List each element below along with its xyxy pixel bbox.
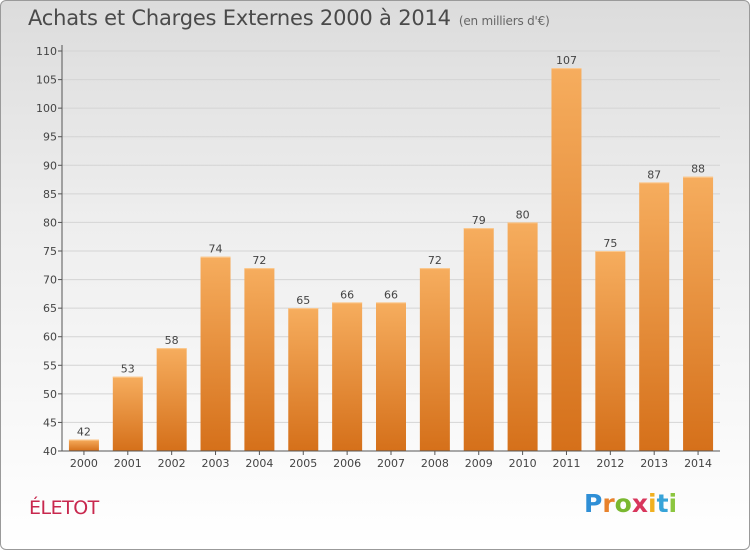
bar-2000: [68, 439, 99, 451]
value-label-2006: 66: [340, 288, 354, 301]
y-tick-label: 55: [43, 359, 57, 372]
bars: 42 53 58 74 72 65 66 66 72 79 80 107 75 87 88: [68, 54, 714, 452]
x-tick-label-2011: 2011: [552, 457, 580, 470]
logo-letter: i: [648, 489, 657, 518]
y-tick-label: 40: [43, 445, 57, 458]
value-label-2008: 72: [428, 254, 442, 267]
bar-2010: [507, 222, 538, 451]
bar-2013: [639, 182, 670, 451]
x-tick-label-2008: 2008: [421, 457, 449, 470]
bar-2012: [595, 251, 626, 451]
value-label-2007: 66: [384, 288, 398, 301]
value-label-2014: 88: [691, 163, 705, 176]
logo-letter: i: [668, 489, 678, 518]
x-tick-label-2010: 2010: [509, 457, 537, 470]
x-axis: 2000 2001 2002 2003 2004 2005 2006 2007 2008 2009…: [62, 450, 720, 470]
x-tick-label-2006: 2006: [333, 457, 361, 470]
value-label-2012: 75: [603, 237, 617, 250]
x-tick-label-2000: 2000: [70, 457, 98, 470]
value-label-2013: 87: [647, 168, 661, 181]
bar-2011: [551, 68, 582, 452]
bar-2003: [200, 256, 231, 451]
bar-2014: [683, 176, 714, 451]
bar-2005: [288, 308, 319, 451]
value-label-2009: 79: [472, 214, 486, 227]
chart-title: Achats et Charges Externes 2000 à 2014 (e…: [28, 6, 550, 30]
bar-2001: [112, 376, 143, 451]
y-tick-label: 75: [43, 245, 57, 258]
logo-letter: x: [631, 489, 648, 518]
logo-letter: P: [584, 489, 603, 518]
y-tick-label: 65: [43, 302, 57, 315]
bar-2002: [156, 348, 187, 451]
logo-letter: t: [656, 489, 669, 518]
bar-2004: [244, 268, 275, 451]
y-tick-label: 100: [36, 102, 57, 115]
y-tick-label: 70: [43, 274, 57, 287]
x-tick-label-2009: 2009: [465, 457, 493, 470]
x-tick-label-2003: 2003: [202, 457, 230, 470]
x-tick-label-2013: 2013: [640, 457, 668, 470]
y-axis: 40 45 50 55 60 65 70 75 80 85 90 95 100 105 110: [36, 45, 63, 458]
chart-subtitle: (en milliers d'€): [458, 14, 550, 28]
y-tick-label: 105: [36, 74, 57, 87]
y-tick-label: 90: [43, 159, 57, 172]
value-label-2000: 42: [77, 426, 91, 439]
x-tick-label-2001: 2001: [114, 457, 142, 470]
value-label-2004: 72: [252, 254, 266, 267]
x-tick-label-2014: 2014: [684, 457, 712, 470]
y-tick-label: 45: [43, 416, 57, 429]
bar-2006: [332, 302, 363, 451]
value-label-2003: 74: [209, 243, 223, 256]
bar-2009: [463, 228, 494, 451]
x-tick-label-2002: 2002: [158, 457, 186, 470]
x-tick-label-2012: 2012: [596, 457, 624, 470]
x-tick-label-2007: 2007: [377, 457, 405, 470]
value-label-2011: 107: [556, 54, 577, 67]
value-label-2010: 80: [516, 208, 530, 221]
y-tick-label: 80: [43, 216, 57, 229]
logo-letter: r: [602, 489, 615, 518]
y-tick-label: 110: [36, 45, 57, 58]
value-label-2005: 65: [296, 294, 310, 307]
y-tick-label: 50: [43, 388, 57, 401]
y-tick-label: 85: [43, 188, 57, 201]
value-label-2001: 53: [121, 363, 135, 376]
bar-2008: [419, 268, 450, 451]
x-tick-label-2005: 2005: [289, 457, 317, 470]
logo-letter: o: [614, 489, 632, 518]
bar-2007: [376, 302, 406, 451]
commune-name: ÉLETOT: [29, 497, 99, 519]
y-tick-label: 60: [43, 331, 57, 344]
title-text: Achats et Charges Externes 2000 à 2014: [28, 6, 451, 30]
x-tick-label-2004: 2004: [245, 457, 273, 470]
y-tick-label: 95: [43, 131, 57, 144]
proxiti-logo: Proxiti: [584, 489, 677, 518]
value-label-2002: 58: [165, 334, 179, 347]
